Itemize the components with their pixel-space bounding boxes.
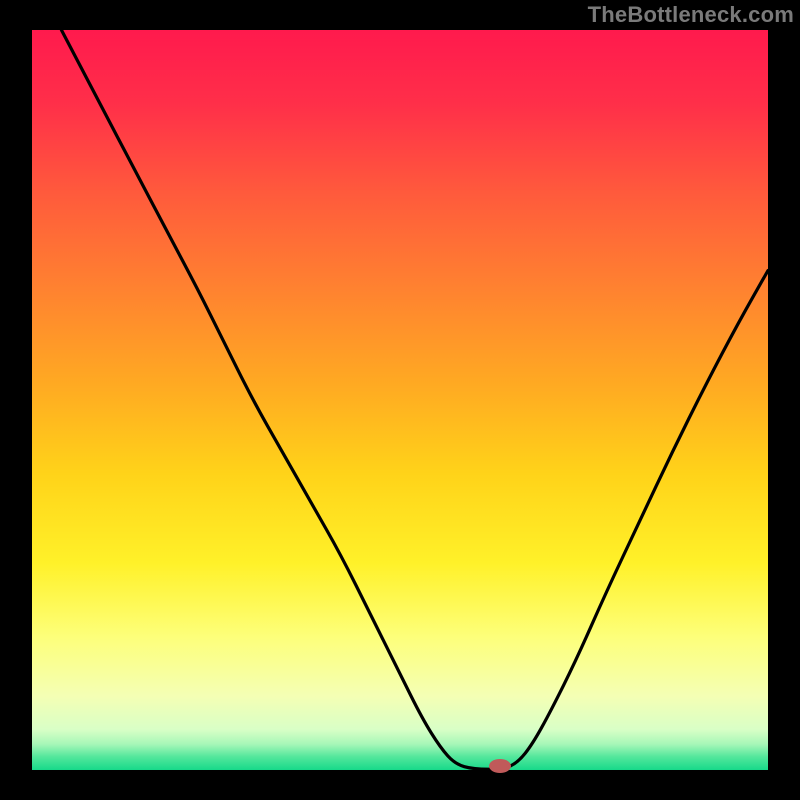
chart-root: TheBottleneck.com: [0, 0, 800, 800]
plot-area: [32, 30, 768, 770]
attribution-text: TheBottleneck.com: [588, 2, 794, 28]
bottleneck-curve: [61, 30, 768, 769]
curve-svg: [32, 30, 768, 770]
optimum-marker: [489, 759, 511, 773]
